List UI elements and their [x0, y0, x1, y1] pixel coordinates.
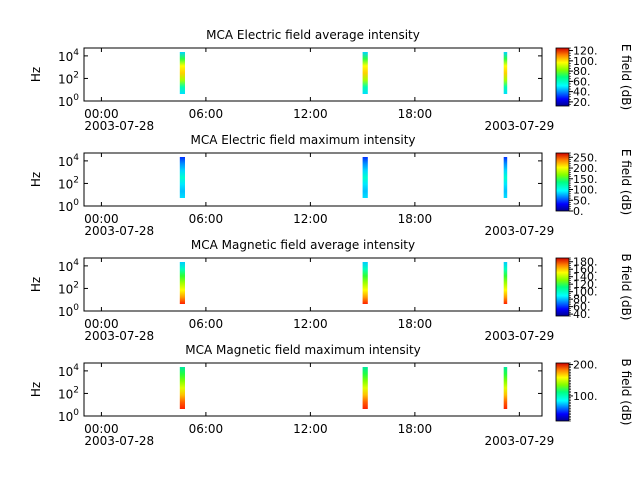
- spectrogram-segment: [362, 157, 368, 198]
- colorbar-tick-label: 60.: [573, 301, 591, 314]
- panel-1: MCA Electric field average intensity Hz 10…: [29, 28, 633, 133]
- x-tick-label: 18:00: [398, 107, 433, 121]
- colorbar-tick-label: 100.: [573, 184, 598, 197]
- colorbar-tick-label: 200.: [573, 359, 598, 372]
- panel-4: MCA Magnetic field maximum intensity Hz 10…: [29, 343, 633, 448]
- y-tick-label: 104: [58, 48, 79, 64]
- x-date-right: 2003-07-29: [484, 119, 554, 133]
- colorbar-tick-label: 250.: [573, 151, 598, 164]
- x-tick-label: 00:00: [84, 107, 119, 121]
- colorbar: [555, 47, 570, 107]
- x-tick-label: 12:00: [293, 317, 328, 331]
- panel-title: MCA Magnetic field average intensity: [191, 238, 415, 252]
- colorbar: [555, 257, 570, 317]
- colorbar-tick-label: 200.: [573, 162, 598, 175]
- x-tick-label: 06:00: [189, 422, 224, 436]
- spectrogram-segment: [503, 367, 508, 409]
- spectrogram-segment: [179, 52, 185, 94]
- y-axis-label: Hz: [29, 172, 43, 187]
- x-tick-label: 12:00: [293, 212, 328, 226]
- x-tick-label: 12:00: [293, 422, 328, 436]
- panel-2: MCA Electric field maximum intensity Hz 10…: [29, 133, 633, 238]
- colorbar-label: E field (dB): [619, 44, 633, 110]
- colorbar-tick-label: 50.: [573, 194, 591, 207]
- colorbar-tick-label: 40.: [573, 308, 591, 321]
- plot-frame: [83, 47, 543, 102]
- plot-frame: [83, 362, 543, 417]
- spectrogram-segment: [503, 52, 508, 94]
- x-tick-label: 06:00: [189, 107, 224, 121]
- x-date-left: 2003-07-28: [84, 119, 154, 133]
- colorbar: [555, 362, 570, 422]
- x-date-right: 2003-07-29: [484, 434, 554, 448]
- colorbar: [555, 152, 570, 212]
- spectrogram-segment: [179, 157, 185, 198]
- colorbar-tick-label: 140.: [573, 271, 598, 284]
- spectrogram-segment: [179, 262, 185, 304]
- colorbar-tick-label: 120.: [573, 45, 598, 58]
- x-tick-label: 06:00: [189, 317, 224, 331]
- panel-title: MCA Electric field maximum intensity: [190, 133, 415, 147]
- colorbar-tick-label: 40.: [573, 86, 591, 99]
- colorbar-label: B field (dB): [619, 359, 633, 426]
- spectrogram-segment: [362, 262, 368, 304]
- colorbar-tick-label: 150.: [573, 173, 598, 186]
- y-tick-label: 100: [58, 303, 79, 319]
- y-axis-label: Hz: [29, 382, 43, 397]
- x-date-left: 2003-07-28: [84, 434, 154, 448]
- panel-3: MCA Magnetic field average intensity Hz 10…: [29, 238, 633, 343]
- spectrogram-segment: [362, 52, 368, 94]
- spectrogram-segment: [503, 157, 508, 198]
- y-tick-label: 102: [58, 280, 79, 296]
- colorbar-label: E field (dB): [619, 149, 633, 215]
- x-date-right: 2003-07-29: [484, 329, 554, 343]
- colorbar-tick-label: 100.: [573, 55, 598, 68]
- x-tick-label: 00:00: [84, 422, 119, 436]
- colorbar-tick-label: 80.: [573, 293, 591, 306]
- panel-title: MCA Electric field average intensity: [206, 28, 420, 42]
- colorbar-tick-label: 100.: [573, 286, 598, 299]
- colorbar-tick-label: 120.: [573, 278, 598, 291]
- y-tick-label: 104: [58, 153, 79, 169]
- y-axis-label: Hz: [29, 277, 43, 292]
- y-tick-label: 100: [58, 408, 79, 424]
- y-tick-label: 102: [58, 385, 79, 401]
- colorbar-tick-label: 0.: [573, 205, 584, 218]
- colorbar-tick-label: 20.: [573, 96, 591, 109]
- x-date-left: 2003-07-28: [84, 224, 154, 238]
- colorbar-tick-label: 80.: [573, 65, 591, 78]
- colorbar-tick-label: 160.: [573, 263, 598, 276]
- y-tick-label: 104: [58, 258, 79, 274]
- x-tick-label: 06:00: [189, 212, 224, 226]
- y-tick-label: 100: [58, 198, 79, 214]
- x-tick-label: 18:00: [398, 212, 433, 226]
- y-tick-label: 104: [58, 363, 79, 379]
- spectrogram-segment: [179, 367, 185, 409]
- colorbar-tick-label: 100.: [573, 390, 598, 403]
- colorbar-label: B field (dB): [619, 254, 633, 321]
- y-tick-label: 102: [58, 70, 79, 86]
- colorbar-tick-label: 60.: [573, 75, 591, 88]
- x-date-left: 2003-07-28: [84, 329, 154, 343]
- x-tick-label: 00:00: [84, 317, 119, 331]
- spectrogram-segment: [503, 262, 508, 304]
- panel-title: MCA Magnetic field maximum intensity: [185, 343, 421, 357]
- x-date-right: 2003-07-29: [484, 224, 554, 238]
- y-axis-label: Hz: [29, 67, 43, 82]
- spectrogram-segment: [362, 367, 368, 409]
- y-tick-label: 100: [58, 93, 79, 109]
- plot-frame: [83, 257, 543, 312]
- y-tick-label: 102: [58, 175, 79, 191]
- colorbar-tick-label: 180.: [573, 256, 598, 269]
- x-tick-label: 18:00: [398, 422, 433, 436]
- x-tick-label: 12:00: [293, 107, 328, 121]
- x-tick-label: 18:00: [398, 317, 433, 331]
- x-tick-label: 00:00: [84, 212, 119, 226]
- plot-frame: [83, 152, 543, 207]
